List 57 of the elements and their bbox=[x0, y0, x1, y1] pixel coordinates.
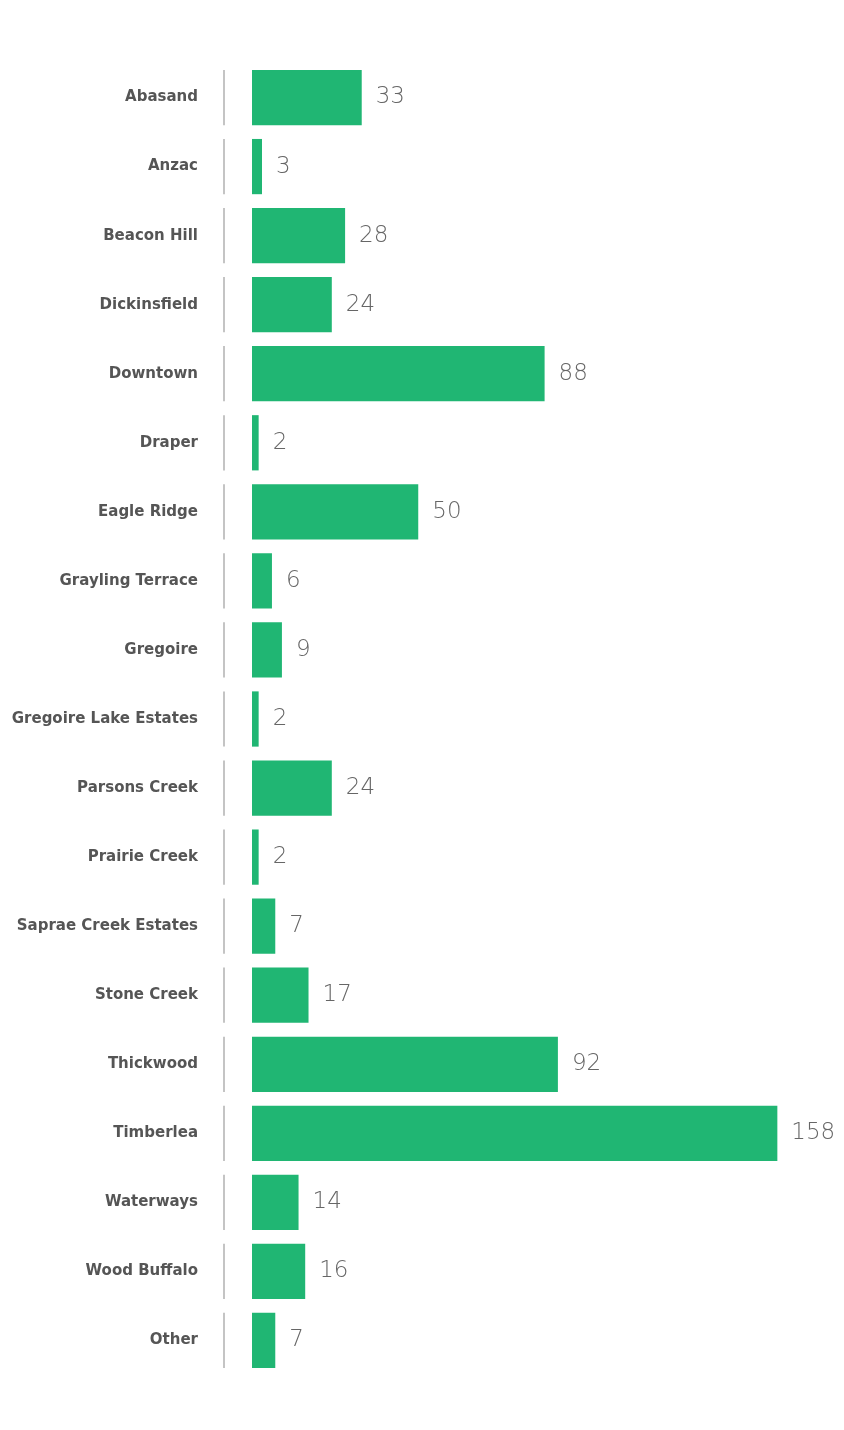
bar bbox=[252, 69, 362, 126]
data-label: 7 bbox=[289, 911, 304, 938]
y-tick-label: Stone Creek bbox=[94, 985, 200, 1004]
data-label: 158 bbox=[791, 1118, 836, 1145]
bar bbox=[252, 1105, 778, 1161]
y-tick-label: Anzac bbox=[147, 156, 198, 175]
bar bbox=[252, 967, 309, 1023]
bar bbox=[252, 829, 259, 885]
bar bbox=[252, 208, 346, 264]
data-label: 2 bbox=[272, 427, 288, 454]
y-tick-label: Gregoire Lake Estates bbox=[11, 708, 199, 727]
data-label: 14 bbox=[312, 1187, 342, 1214]
data-label: 6 bbox=[285, 565, 301, 592]
y-tick-label: Other bbox=[149, 1330, 199, 1349]
y-tick-label: Timberlea bbox=[113, 1123, 198, 1142]
bar bbox=[252, 1036, 558, 1092]
data-label: 24 bbox=[345, 773, 376, 800]
bar bbox=[252, 1312, 276, 1369]
y-tick-label: Thickwood bbox=[107, 1054, 198, 1073]
data-label: 2 bbox=[272, 842, 288, 869]
bar bbox=[252, 760, 332, 816]
bar bbox=[252, 622, 282, 678]
bar bbox=[252, 553, 272, 609]
bar bbox=[252, 415, 259, 471]
y-tick-label: Gregoire bbox=[124, 639, 198, 658]
bar bbox=[252, 484, 419, 540]
y-tick-label: Parsons Creek bbox=[77, 777, 200, 796]
y-tick-label: Prairie Creek bbox=[87, 847, 200, 865]
data-label: 9 bbox=[295, 634, 311, 661]
y-tick-label: Draper bbox=[139, 432, 199, 451]
y-tick-label: Eagle Ridge bbox=[98, 501, 198, 520]
data-label: 16 bbox=[319, 1256, 349, 1283]
bar bbox=[252, 277, 332, 333]
y-tick-label: Downtown bbox=[108, 363, 198, 382]
bar bbox=[252, 1174, 299, 1230]
y-tick-label: Abasand bbox=[125, 87, 198, 106]
y-tick-label: Grayling Terrace bbox=[59, 570, 198, 589]
data-label: 50 bbox=[432, 496, 462, 523]
data-label: 2 bbox=[272, 703, 288, 730]
bar bbox=[252, 691, 259, 747]
bar bbox=[252, 138, 262, 195]
bar bbox=[252, 1243, 306, 1300]
data-label: 24 bbox=[345, 289, 376, 316]
bar bbox=[252, 898, 276, 954]
data-label: 92 bbox=[571, 1049, 602, 1076]
y-tick-label: Beacon Hill bbox=[103, 225, 198, 244]
data-label: 7 bbox=[289, 1325, 304, 1352]
bar bbox=[252, 346, 545, 402]
data-label: 88 bbox=[558, 358, 588, 385]
y-tick-label: Wood Buffalo bbox=[85, 1261, 198, 1280]
data-label: 33 bbox=[375, 82, 406, 109]
data-label: 28 bbox=[359, 220, 389, 247]
y-tick-label: Dickinsfield bbox=[99, 294, 198, 313]
data-label: 3 bbox=[275, 151, 291, 178]
y-tick-label: Saprae Creek Estates bbox=[16, 916, 199, 935]
data-label: 17 bbox=[322, 980, 352, 1007]
y-tick-label: Waterways bbox=[104, 1192, 199, 1211]
